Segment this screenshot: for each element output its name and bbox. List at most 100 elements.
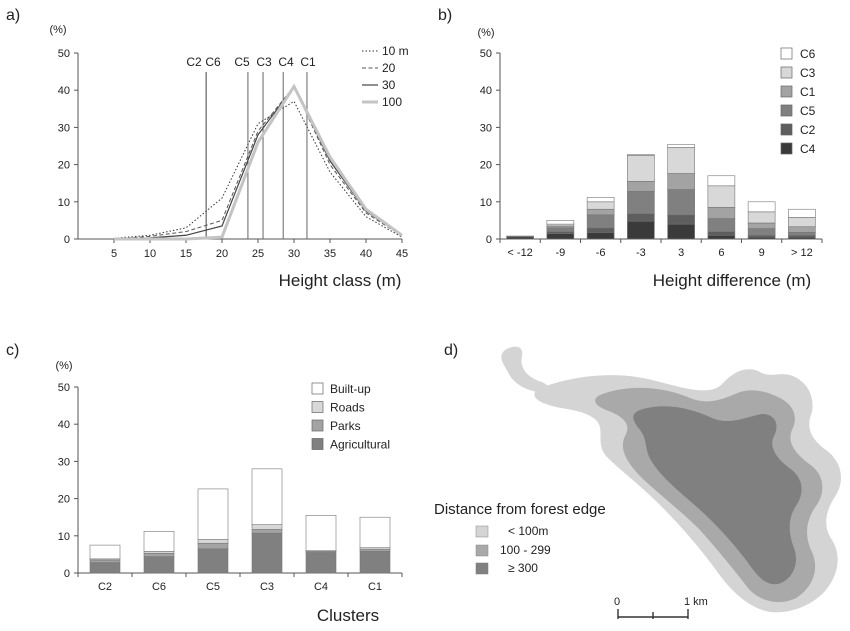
bar-c6 xyxy=(788,208,816,218)
x-tick-label: C1 xyxy=(368,581,382,593)
y-tick-label: 10 xyxy=(58,531,70,543)
legend-label-0: 10 m xyxy=(382,44,409,58)
y-tick-label: 10 xyxy=(480,197,492,209)
y-tick-label: 30 xyxy=(58,456,70,468)
legend-swatch-parks xyxy=(311,419,324,432)
map-legend-label-2: 100 - 299 xyxy=(500,543,551,557)
legend-label-agricultural: Agricultural xyxy=(330,438,390,452)
bar-c6 xyxy=(586,197,615,203)
x-axis-title: Height difference (m) xyxy=(653,271,811,290)
bar-agricultural xyxy=(305,552,337,574)
forest-distance-map: Distance from forest edge < 100m 100 - 2… xyxy=(434,346,841,619)
bar-agricultural xyxy=(143,556,175,574)
legend-swatch-roads xyxy=(311,401,324,413)
bar-c1 xyxy=(747,222,776,229)
panel-label-a: a) xyxy=(6,7,20,24)
bar-c4 xyxy=(707,234,736,240)
map-legend-title: Distance from forest edge xyxy=(434,501,606,518)
map-legend-label-3: ≥ 300 xyxy=(508,561,538,575)
bar-built-up xyxy=(89,544,121,560)
x-tick-label: 9 xyxy=(759,247,765,259)
legend-label-2: 30 xyxy=(382,78,396,92)
bar-c6 xyxy=(747,201,776,213)
bar-parks xyxy=(359,548,391,552)
legend-label-3: 100 xyxy=(382,95,402,109)
bar-c4 xyxy=(627,220,655,240)
x-axis-title: Clusters xyxy=(317,606,379,625)
bar-c5 xyxy=(747,228,776,236)
bar-c1 xyxy=(627,181,655,192)
legend-label-c1: C1 xyxy=(800,85,816,99)
bar-c1 xyxy=(586,208,615,216)
series-line-1 xyxy=(113,85,403,240)
bar-c6 xyxy=(707,175,736,187)
x-tick-label: -9 xyxy=(555,247,565,259)
bar-built-up xyxy=(359,516,391,549)
legend-swatch-c3 xyxy=(780,66,793,79)
legend-label-1: 20 xyxy=(382,61,396,75)
x-tick-label: 10 xyxy=(144,248,156,260)
bar-c3 xyxy=(667,147,695,174)
legend-label-c6: C6 xyxy=(800,47,816,61)
bar-built-up xyxy=(143,531,175,552)
x-tick-label: 45 xyxy=(396,248,408,260)
x-tick-label: 40 xyxy=(360,248,372,260)
bar-c4 xyxy=(586,232,615,240)
x-tick-label: C3 xyxy=(260,581,274,593)
x-tick-label: 35 xyxy=(324,248,336,260)
x-tick-label: 3 xyxy=(678,247,684,259)
y-unit-label: (%) xyxy=(49,24,66,36)
bar-roads xyxy=(251,524,283,530)
x-tick-label: 20 xyxy=(216,248,228,260)
y-unit-label: (%) xyxy=(55,360,72,372)
bar-parks xyxy=(143,552,175,557)
y-tick-label: 0 xyxy=(64,234,70,246)
y-tick-label: 20 xyxy=(58,494,70,506)
bar-c6 xyxy=(627,154,655,156)
bar-c3 xyxy=(707,185,736,208)
bar-agricultural xyxy=(89,562,121,574)
bar-c2 xyxy=(667,214,695,225)
vline-label-c2: C2 xyxy=(186,55,202,69)
bar-parks xyxy=(89,559,121,563)
bar-roads xyxy=(197,539,229,544)
bar-c2 xyxy=(707,231,736,236)
y-tick-label: 40 xyxy=(58,419,70,431)
bar-c2 xyxy=(586,227,615,233)
bar-c3 xyxy=(586,201,615,210)
x-tick-label: -6 xyxy=(596,247,606,259)
bar-c5 xyxy=(788,232,816,236)
legend-swatch-c4 xyxy=(780,142,793,155)
bar-agricultural xyxy=(251,532,283,574)
x-tick-label: C4 xyxy=(314,581,328,593)
bar-c5 xyxy=(586,214,615,229)
legend-swatch-built-up xyxy=(311,382,324,395)
bar-c2 xyxy=(627,213,655,222)
vline-label-c6: C6 xyxy=(205,55,221,69)
bar-c3 xyxy=(627,155,655,182)
y-tick-label: 20 xyxy=(58,160,70,172)
bar-c4 xyxy=(667,223,695,240)
bar-c1 xyxy=(707,207,736,219)
x-tick-label: > 12 xyxy=(791,247,813,259)
bar-built-up xyxy=(197,488,229,540)
x-tick-label: 15 xyxy=(180,248,192,260)
y-tick-label: 30 xyxy=(58,122,70,134)
bar-built-up xyxy=(305,515,337,551)
scale-start-label: 0 xyxy=(614,596,620,608)
legend-label-built-up: Built-up xyxy=(330,382,371,396)
map-legend-swatch-2 xyxy=(475,544,489,557)
y-tick-label: 30 xyxy=(480,122,492,134)
x-tick-label: 5 xyxy=(111,248,117,260)
y-tick-label: 50 xyxy=(480,48,492,60)
bar-c4 xyxy=(546,233,575,240)
bar-c1 xyxy=(788,226,816,233)
x-tick-label: < -12 xyxy=(507,247,532,259)
bar-c5 xyxy=(546,227,575,232)
panel-label-b: b) xyxy=(438,7,452,24)
legend-swatch-c6 xyxy=(780,47,793,60)
legend-swatch-c5 xyxy=(780,104,793,117)
y-tick-label: 0 xyxy=(64,568,70,580)
bar-parks xyxy=(197,542,229,550)
bar-c5 xyxy=(506,235,534,237)
